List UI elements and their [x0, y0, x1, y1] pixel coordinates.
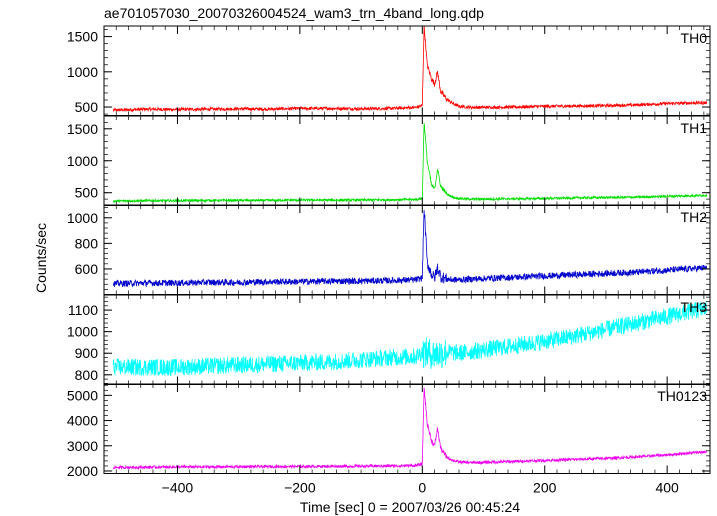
panel-label-th3: TH3: [681, 299, 708, 315]
y-tick-label-th0: 1000: [67, 64, 98, 80]
panel-label-th2: TH2: [681, 209, 708, 225]
y-tick-label-th3: 1100: [68, 302, 98, 318]
y-tick-label-th1: 1000: [67, 153, 98, 169]
y-tick-label-th0: 1500: [67, 29, 98, 45]
x-tick-label: 200: [533, 480, 557, 496]
x-axis-label: Time [sec] 0 = 2007/03/26 00:45:24: [300, 499, 520, 515]
series-line-th0123: [112, 387, 708, 471]
y-tick-label-th0123: 2000: [67, 463, 98, 479]
y-tick-label-th0123: 3000: [67, 438, 98, 454]
chart-title: ae701057030_20070326004524_wam3_trn_4ban…: [104, 5, 484, 21]
panel-frame-th0: [103, 25, 711, 116]
y-tick-label-th3: 900: [75, 345, 99, 361]
series-line-th2: [112, 210, 708, 288]
x-tick-label: 0: [418, 480, 426, 496]
panels: 500 1000 1500 TH0 500 1000 1500 TH1 600 800 1000 TH…: [67, 25, 711, 496]
panel-frame-th1: [103, 115, 711, 206]
y-tick-label-th2: 1000: [67, 210, 98, 226]
series-line-th1: [113, 122, 708, 204]
y-tick-label-th0: 500: [75, 99, 99, 115]
y-axis-label: Counts/sec: [33, 223, 49, 293]
panel-label-th0123: TH0123: [657, 388, 707, 404]
y-tick-label-th2: 800: [75, 235, 99, 251]
panel-label-th0: TH0: [681, 30, 708, 46]
y-tick-label-th3: 800: [75, 367, 99, 383]
panel-label-th1: TH1: [681, 120, 708, 136]
x-tick-label: −200: [284, 480, 316, 496]
y-tick-label-th0123: 4000: [67, 413, 98, 429]
x-tick-label: 400: [655, 480, 679, 496]
series-line-th3: [112, 301, 708, 377]
y-tick-label-th1: 1500: [67, 121, 98, 137]
y-tick-label-th0123: 5000: [67, 387, 98, 403]
x-tick-label: −400: [162, 480, 194, 496]
y-tick-label-th1: 500: [75, 185, 99, 201]
y-tick-label-th3: 1000: [67, 324, 98, 340]
series-line-th0: [112, 26, 708, 113]
y-tick-label-th2: 600: [75, 261, 99, 277]
panel-frame-th0123: [103, 383, 711, 474]
